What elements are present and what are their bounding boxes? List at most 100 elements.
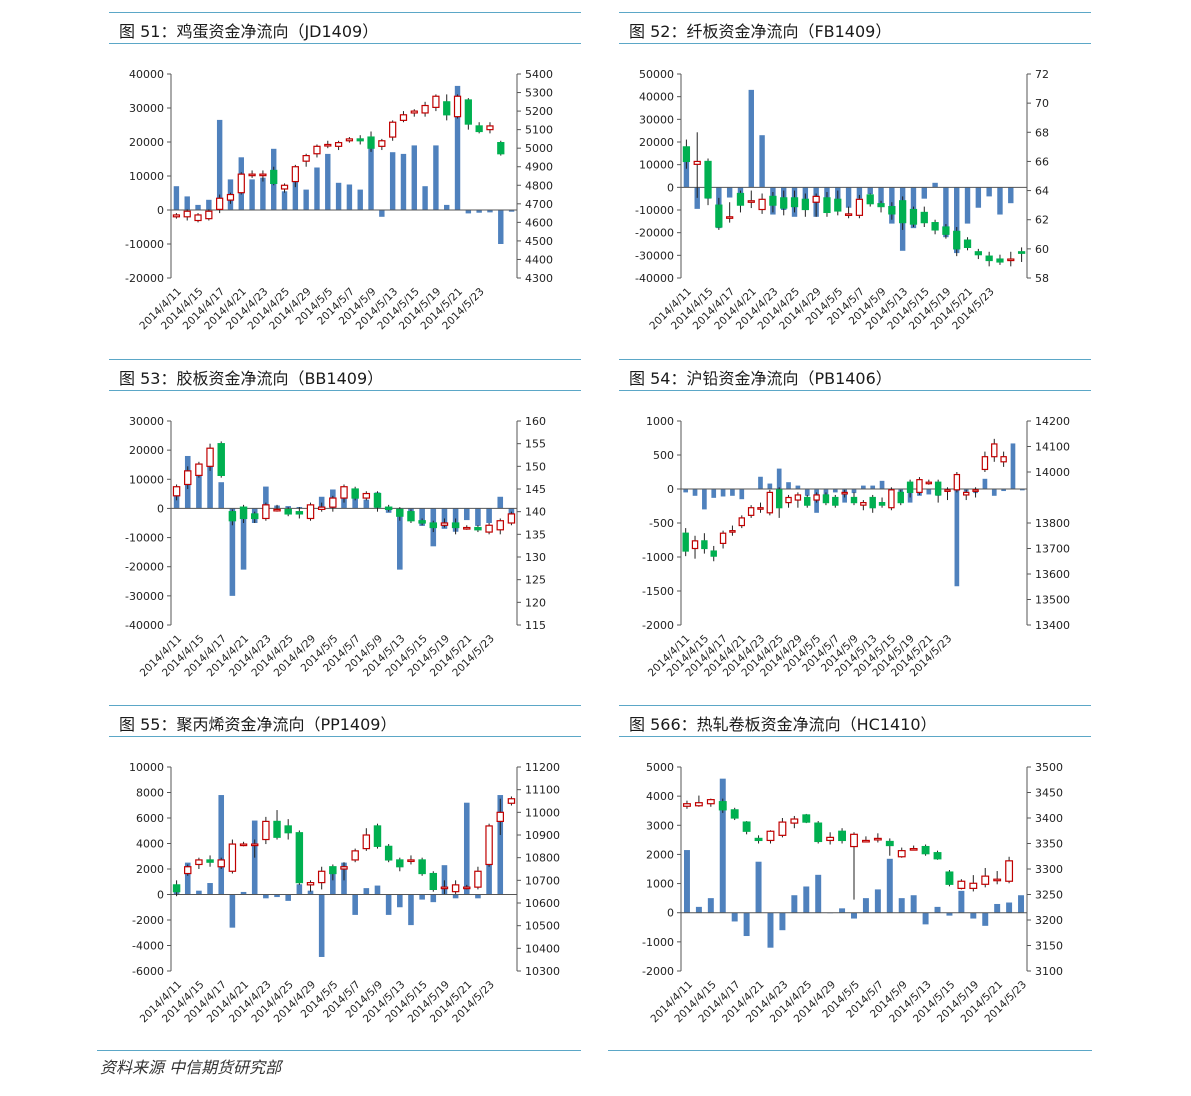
y2-tick-label: 3500 xyxy=(1035,761,1063,774)
y-tick-label: -20000 xyxy=(125,272,164,285)
candle-up xyxy=(991,443,998,458)
candle-up xyxy=(302,154,310,162)
y2-tick-label: 115 xyxy=(525,619,546,632)
candle-down xyxy=(701,540,708,550)
y-tick-label: 40000 xyxy=(639,91,674,104)
candle-down xyxy=(273,820,281,838)
candle-down xyxy=(906,481,914,493)
y2-tick-label: 4700 xyxy=(525,198,553,211)
y-tick-label: 10000 xyxy=(129,761,164,774)
net-flow-bar xyxy=(346,184,353,210)
net-flow-bar xyxy=(934,906,941,913)
net-flow-bar xyxy=(363,888,370,895)
net-flow-bar xyxy=(856,187,863,199)
net-flow-bar xyxy=(851,912,857,919)
net-flow-bar xyxy=(240,891,247,895)
net-flow-bar xyxy=(861,485,866,489)
candle-down xyxy=(801,198,809,211)
candle-up xyxy=(463,886,471,890)
candle-up xyxy=(1000,456,1007,463)
candle-up xyxy=(812,195,820,203)
candle-down xyxy=(682,146,691,163)
candle-down xyxy=(804,496,811,506)
net-flow-bar xyxy=(184,196,190,210)
net-flow-bar xyxy=(791,895,798,913)
net-flow-bar xyxy=(758,476,763,489)
candle-up xyxy=(273,508,281,512)
net-flow-bar xyxy=(411,145,417,210)
y2-tick-label: 3450 xyxy=(1035,787,1063,800)
candle-up xyxy=(953,473,961,491)
y-tick-label: 8000 xyxy=(136,787,164,800)
y2-tick-label: 4900 xyxy=(525,161,553,174)
y-tick-label: 4000 xyxy=(646,790,674,803)
candle-up xyxy=(850,833,858,848)
net-flow-bar xyxy=(400,153,407,210)
y-tick-label: -10000 xyxy=(125,532,164,545)
y-tick-label: 0 xyxy=(667,483,674,496)
candle-up xyxy=(738,517,746,527)
candle-up xyxy=(785,496,792,504)
candle-down xyxy=(920,211,928,224)
candle-up xyxy=(897,850,906,858)
chart-bb1409: -40000 -30000 -20000 -10000 0 10000 20000 30000… xyxy=(125,415,546,679)
candle-down xyxy=(909,208,918,225)
candle-up xyxy=(683,803,691,807)
chart-panel-jd1409: 图 51：鸡蛋资金净流向（JD1409） -20000 -10000 0 10000 2… xyxy=(109,12,581,342)
candle-up xyxy=(432,95,440,108)
candle-down xyxy=(866,194,874,205)
candle-up xyxy=(399,114,408,121)
net-flow-bar xyxy=(1006,902,1013,913)
chart-panel-pp1409: 图 55：聚丙烯资金净流向（PP1409） -6000 -4000 -2000 0 20… xyxy=(109,705,581,1035)
candle-up xyxy=(794,494,802,501)
candle-down xyxy=(850,496,858,504)
net-flow-bar xyxy=(463,802,470,895)
candle-down xyxy=(418,520,426,524)
net-flow-bar xyxy=(314,167,320,210)
candle-down xyxy=(834,198,842,212)
net-flow-bar xyxy=(374,885,381,895)
net-flow-bar xyxy=(229,508,236,596)
candle-up xyxy=(969,882,978,889)
candle-up xyxy=(944,489,951,492)
net-flow-bar xyxy=(330,869,336,895)
chart-panel-bb1409: 图 53：胶板资金净流向（BB1409） -40000 -30000 -20000-… xyxy=(109,359,581,689)
y-tick-label: 6000 xyxy=(136,812,164,825)
candle-up xyxy=(378,140,386,147)
y2-tick-label: 5100 xyxy=(525,124,553,137)
candle-down xyxy=(942,226,950,235)
net-flow-bar xyxy=(719,778,726,913)
candle-down xyxy=(429,872,438,891)
candle-up xyxy=(693,160,701,165)
candle-up xyxy=(351,850,359,861)
chart-panel-fb1409: 图 52：纤板资金净流向（FB1409） -40000 -30000 -20000-… xyxy=(619,12,1091,342)
net-flow-bar xyxy=(898,898,905,913)
net-flow-bar xyxy=(954,489,960,587)
candle-up xyxy=(873,837,882,841)
net-flow-bar xyxy=(759,135,765,188)
net-flow-bar xyxy=(991,489,997,496)
y-tick-label: 500 xyxy=(653,449,674,462)
candle-down xyxy=(814,822,823,843)
candle-up xyxy=(1007,258,1015,262)
net-flow-bar xyxy=(954,187,960,254)
candle-down xyxy=(742,821,751,832)
net-flow-bar xyxy=(419,894,425,900)
y2-tick-label: 3300 xyxy=(1035,863,1063,876)
candle-up xyxy=(306,882,315,886)
candle-up xyxy=(195,463,203,476)
net-flow-bar xyxy=(932,182,938,188)
y2-tick-label: 70 xyxy=(1035,97,1049,110)
candle-up xyxy=(790,818,799,824)
candle-up xyxy=(362,492,371,499)
net-flow-bar xyxy=(922,912,929,925)
net-flow-bar xyxy=(379,210,385,217)
candle-up xyxy=(205,210,213,220)
net-flow-bar xyxy=(870,485,876,489)
candle-up xyxy=(747,507,755,516)
y-tick-label: 0 xyxy=(157,889,164,902)
candle-up xyxy=(262,820,270,841)
y2-tick-label: 3200 xyxy=(1035,914,1063,927)
candle-down xyxy=(775,489,783,509)
net-flow-bar xyxy=(921,187,927,199)
